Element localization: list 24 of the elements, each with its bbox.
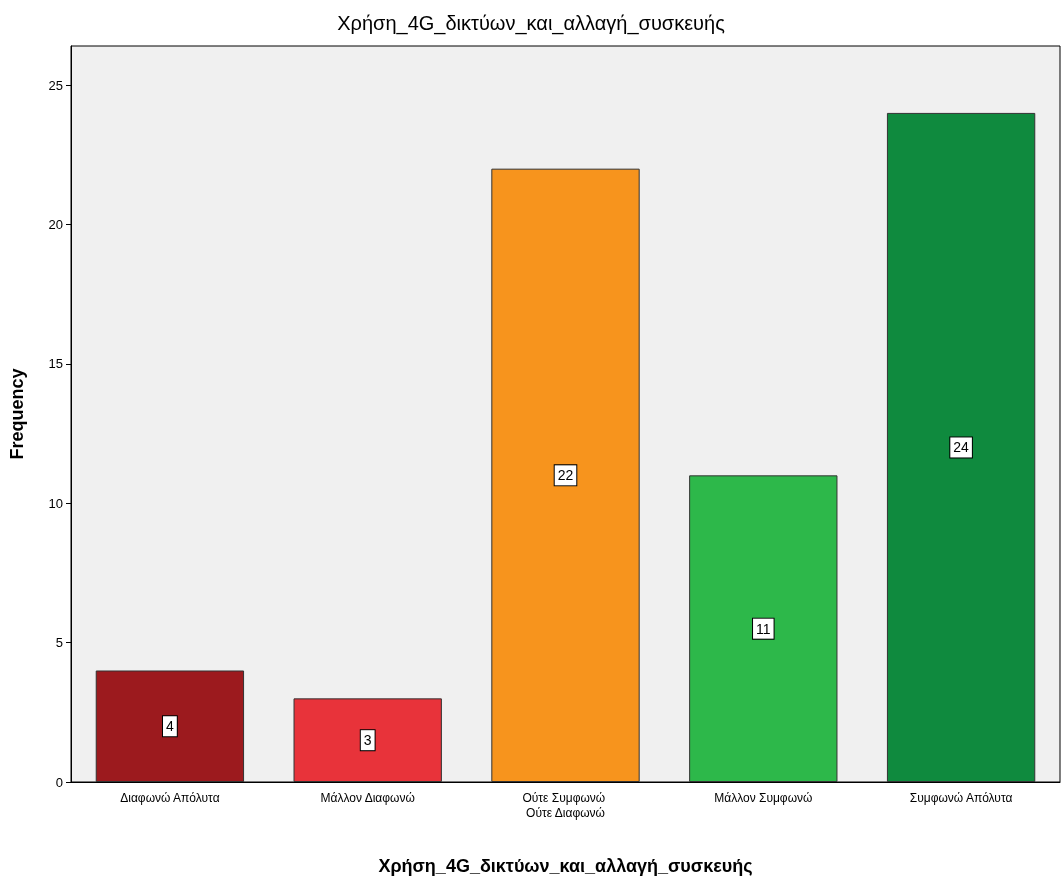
x-tick-label: Μάλλον Συμφωνώ [714,790,813,805]
bar [95,670,245,782]
data-label: 4 [166,718,174,735]
y-tick-label: 0 [55,774,63,790]
y-tick-label: 25 [48,77,63,93]
data-label: 3 [363,732,372,749]
y-tick-label: 15 [48,356,63,372]
chart-title: Χρήση_4G_δικτύων_και_αλλαγή_συσκευής [337,12,726,35]
bar [491,168,640,782]
y-tick-label: 20 [48,216,63,232]
bar [886,112,1036,782]
x-tick-label: Ούτε Συμφωνώ Ούτε Διαφωνώ [522,790,609,820]
y-axis-title: Frequency [7,368,27,460]
x-axis-title: Χρήση_4G_δικτύων_και_αλλαγή_συσκευής [378,856,753,876]
bar [293,698,442,782]
data-label: 24 [953,439,970,456]
y-tick-label: 10 [48,495,63,511]
x-tick-label: Μάλλον Διαφωνώ [320,790,415,805]
x-tick-label: Συμφωνώ Απόλυτα [909,790,1013,805]
y-tick-label: 5 [55,635,63,651]
data-label: 11 [756,620,771,637]
x-tick-label: Διαφωνώ Απόλυτα [120,790,220,805]
bar [689,475,838,782]
data-label: 22 [557,467,574,484]
